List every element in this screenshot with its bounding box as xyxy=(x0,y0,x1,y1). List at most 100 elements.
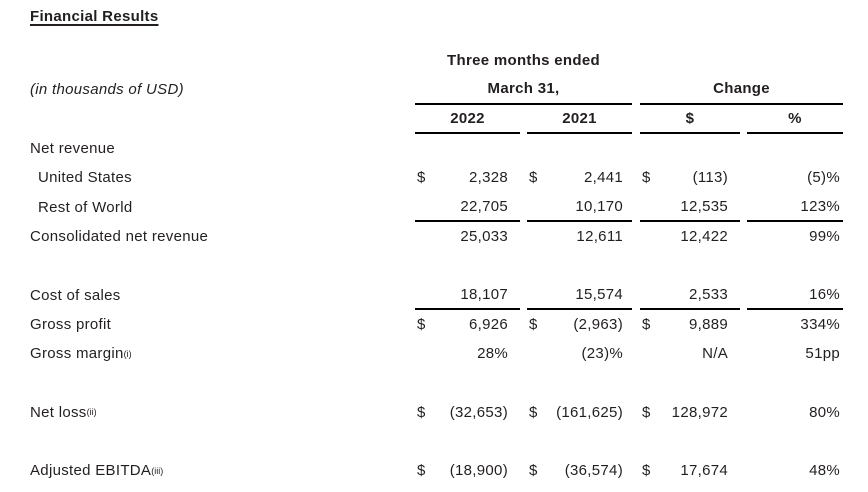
value-cell: $2,328 xyxy=(415,163,520,192)
value-cell: 15,574 xyxy=(527,280,632,310)
change-header: Change xyxy=(640,75,843,105)
value-text: 18,107 xyxy=(460,285,508,303)
row-label: Net revenue xyxy=(30,140,116,158)
value-text: 6,926 xyxy=(468,315,508,333)
value-cell: 12,611 xyxy=(527,222,632,251)
header-spacer-cell xyxy=(30,46,415,75)
column-header-2021: 2021 xyxy=(527,105,632,134)
value-text: 2,533 xyxy=(688,285,728,303)
value-text: 2,441 xyxy=(583,169,623,187)
financial-table-body: Net revenue United States $2,328 $2,441 $ (11… xyxy=(30,134,843,486)
value-cell: 10,170 xyxy=(527,192,632,222)
value-cell: $ (2,963) xyxy=(527,310,632,339)
financial-table: Three months ended (in thousands of USD)… xyxy=(30,46,843,485)
value-text: (161,625) xyxy=(556,403,623,421)
value-cell: $ (36,574) xyxy=(527,456,632,485)
value-cell: 51pp xyxy=(805,345,840,363)
currency-symbol: $ xyxy=(642,169,651,187)
value-cell: $2,441 xyxy=(527,163,632,192)
column-header-2022: 2022 xyxy=(415,105,520,134)
value-text: 128,972 xyxy=(671,403,728,421)
row-label: Gross margin (i) xyxy=(30,345,132,363)
row-label: Consolidated net revenue xyxy=(30,227,209,245)
currency-symbol: $ xyxy=(417,315,426,333)
currency-symbol: $ xyxy=(417,169,426,187)
value-text: (32,653) xyxy=(449,403,508,421)
value-text: 2,328 xyxy=(468,169,508,187)
currency-symbol: $ xyxy=(529,462,538,480)
value-cell: $ (113) xyxy=(640,163,740,192)
units-note: (in thousands of USD) xyxy=(30,81,184,99)
value-cell: $9,889 xyxy=(640,310,740,339)
value-cell: $17,674 xyxy=(640,456,740,485)
currency-symbol: $ xyxy=(417,462,426,480)
value-cell: 28% xyxy=(415,339,520,368)
value-text: 15,574 xyxy=(575,285,623,303)
column-header-percent-change: % xyxy=(747,105,843,134)
period-subheader: March 31, xyxy=(415,75,632,105)
value-text: 17,674 xyxy=(680,462,728,480)
table-row: Cost of sales 18,107 15,574 2,533 16% xyxy=(30,280,843,310)
table-header-row-period: Three months ended xyxy=(30,46,843,75)
period-header: Three months ended xyxy=(447,52,600,70)
value-cell: 12,535 xyxy=(640,192,740,222)
value-cell: 334% xyxy=(800,315,840,333)
value-cell: 48% xyxy=(809,462,840,480)
value-text: (23)% xyxy=(581,345,623,363)
value-cell: 12,422 xyxy=(640,222,740,251)
table-row: Net loss (ii) $ (32,653) $ (161,625) $128,972 8… xyxy=(30,398,843,427)
value-cell: 22,705 xyxy=(415,192,520,222)
table-row: Adjusted EBITDA (iii) $ (18,900) $ (36,574) $1… xyxy=(30,456,843,485)
value-text: N/A xyxy=(702,345,728,363)
value-cell: N/A xyxy=(640,339,740,368)
currency-symbol: $ xyxy=(417,403,426,421)
value-text: 12,611 xyxy=(576,227,623,245)
value-text: 9,889 xyxy=(688,315,728,333)
value-cell: $ (161,625) xyxy=(527,398,632,427)
value-text: (2,963) xyxy=(573,315,623,333)
value-text: 22,705 xyxy=(460,197,508,215)
table-header-row-columns: 2022 2021 $ % xyxy=(30,105,843,134)
value-text: 25,033 xyxy=(460,227,508,245)
table-row: Rest of World 22,705 10,170 12,535 123% xyxy=(30,192,843,222)
currency-symbol: $ xyxy=(642,403,651,421)
row-label: Cost of sales xyxy=(30,286,121,304)
row-label: Gross profit xyxy=(30,315,112,333)
value-cell: $6,926 xyxy=(415,310,520,339)
value-cell: 99% xyxy=(809,227,840,245)
value-cell: $128,972 xyxy=(640,398,740,427)
value-cell: 80% xyxy=(809,403,840,421)
value-cell: (5)% xyxy=(807,169,840,187)
page-title: Financial Results xyxy=(30,8,159,25)
value-text: 12,422 xyxy=(680,227,728,245)
spacer-row xyxy=(30,251,843,280)
row-label: Adjusted EBITDA (iii) xyxy=(30,462,164,480)
table-row: Gross profit $6,926 $ (2,963) $9,889 334% xyxy=(30,310,843,339)
value-cell: 25,033 xyxy=(415,222,520,251)
currency-symbol: $ xyxy=(642,462,651,480)
value-text: 28% xyxy=(477,345,508,363)
currency-symbol: $ xyxy=(529,403,538,421)
row-label: United States xyxy=(38,169,132,187)
currency-symbol: $ xyxy=(529,169,538,187)
value-cell: $ (18,900) xyxy=(415,456,520,485)
value-cell: 18,107 xyxy=(415,280,520,310)
spacer-row xyxy=(30,368,843,397)
table-header-row-date: (in thousands of USD) March 31, Change xyxy=(30,75,843,105)
value-cell: 123% xyxy=(747,192,843,222)
row-label: Net loss (ii) xyxy=(30,403,97,421)
table-row: Gross margin (i) 28% (23)% N/A 51pp xyxy=(30,339,843,368)
value-cell: 16% xyxy=(747,280,843,310)
currency-symbol: $ xyxy=(529,315,538,333)
value-text: 12,535 xyxy=(680,197,728,215)
spacer-row xyxy=(30,427,843,456)
value-text: (36,574) xyxy=(564,462,623,480)
currency-symbol: $ xyxy=(642,315,651,333)
table-row: United States $2,328 $2,441 $ (113) (5)% xyxy=(30,163,843,192)
value-cell: (23)% xyxy=(527,339,632,368)
table-row: Consolidated net revenue 25,033 12,611 12,4… xyxy=(30,222,843,251)
column-header-dollar-change: $ xyxy=(640,105,740,134)
row-label: Rest of World xyxy=(38,198,133,216)
value-cell: $ (32,653) xyxy=(415,398,520,427)
